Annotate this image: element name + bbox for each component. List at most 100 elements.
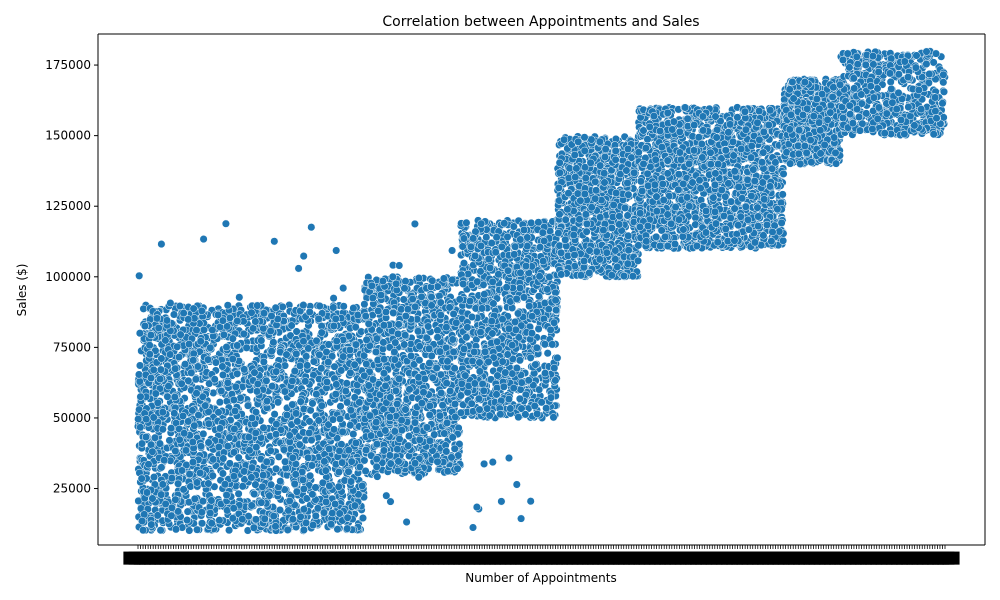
scatter-point	[541, 369, 550, 378]
scatter-point	[532, 343, 541, 352]
scatter-point	[247, 501, 256, 510]
scatter-point	[466, 242, 476, 251]
scatter-point	[145, 350, 154, 359]
scatter-point	[331, 314, 340, 323]
scatter-point	[193, 362, 203, 371]
scatter-point	[259, 357, 268, 366]
scatter-point	[184, 315, 193, 324]
scatter-point	[206, 343, 215, 352]
scatter-point	[299, 505, 308, 514]
scatter-point	[343, 398, 352, 407]
scatter-point	[358, 513, 368, 523]
scatter-point	[209, 455, 218, 464]
scatter-point	[292, 349, 301, 358]
scatter-point	[214, 408, 223, 417]
scatter-point	[362, 445, 371, 455]
scatter-point	[515, 356, 524, 365]
scatter-point	[283, 525, 292, 534]
scatter-point	[360, 456, 369, 465]
scatter-point	[351, 340, 361, 349]
scatter-point	[492, 390, 501, 399]
scatter-point	[222, 491, 231, 500]
scatter-point	[215, 398, 224, 407]
scatter-point	[146, 331, 155, 340]
scatter-point	[516, 284, 525, 293]
scatter-point	[425, 344, 434, 353]
scatter-point	[259, 471, 268, 480]
scatter-point	[134, 370, 144, 379]
scatter-point	[304, 453, 313, 462]
scatter-point	[372, 455, 381, 464]
scatter-point	[198, 497, 208, 506]
scatter-point	[252, 387, 262, 396]
scatter-point	[317, 328, 326, 337]
scatter-point	[390, 427, 399, 436]
scatter-point	[157, 490, 166, 499]
scatter-point	[475, 358, 484, 367]
scatter-point	[151, 389, 160, 398]
scatter-point	[361, 466, 370, 476]
scatter-point	[223, 378, 232, 387]
scatter-point	[459, 234, 469, 243]
scatter-point	[459, 259, 469, 268]
scatter-point	[450, 444, 459, 453]
scatter-point	[155, 439, 164, 448]
scatter-point	[504, 395, 513, 404]
scatter-point	[188, 438, 197, 447]
scatter-point	[546, 393, 556, 402]
scatter-point	[207, 496, 216, 505]
scatter-point	[327, 520, 336, 529]
scatter-point	[442, 379, 451, 388]
scatter-point	[476, 267, 485, 276]
scatter-point	[251, 515, 261, 524]
scatter-point	[401, 405, 410, 414]
scatter-point	[220, 480, 230, 489]
scatter-point	[438, 401, 447, 410]
scatter-point	[171, 495, 180, 504]
scatter-point	[475, 367, 484, 376]
scatter-point	[443, 418, 452, 427]
scatter-point	[211, 358, 220, 367]
scatter-point	[179, 309, 188, 318]
scatter-point	[497, 242, 506, 251]
scatter-point	[399, 295, 408, 304]
scatter-point	[461, 371, 470, 380]
scatter-point	[393, 399, 402, 409]
scatter-point	[314, 416, 323, 425]
scatter-point	[165, 436, 174, 445]
scatter-point	[467, 312, 477, 322]
scatter-point	[511, 242, 520, 251]
scatter-point	[185, 470, 194, 479]
scatter-point	[139, 526, 148, 535]
scatter-point	[548, 340, 557, 349]
scatter-point	[482, 233, 491, 242]
scatter-point	[551, 376, 560, 385]
scatter-point	[342, 379, 351, 388]
scatter-point	[537, 398, 546, 407]
scatter-point	[346, 406, 355, 415]
scatter-point	[299, 301, 308, 310]
scatter-point	[282, 350, 291, 359]
scatter-point	[253, 379, 262, 389]
scatter-point	[470, 347, 479, 357]
scatter-point	[414, 274, 423, 283]
scatter-point	[188, 406, 197, 415]
scatter-point	[163, 392, 172, 401]
scatter-point	[275, 505, 285, 515]
scatter-point	[448, 433, 457, 442]
scatter-point	[305, 417, 314, 426]
scatter-point	[502, 283, 511, 292]
scatter-point	[394, 457, 403, 466]
scatter-point	[527, 329, 536, 338]
scatter-point	[368, 293, 377, 303]
scatter-point	[170, 393, 179, 402]
scatter-point	[539, 257, 548, 266]
scatter-point	[395, 374, 404, 383]
scatter-point	[199, 325, 208, 334]
scatter-point	[186, 482, 195, 491]
scatter-point	[486, 263, 495, 272]
scatter-point	[234, 489, 243, 498]
scatter-point	[142, 415, 151, 424]
scatter-point	[391, 386, 400, 395]
scatter-point	[193, 525, 202, 534]
